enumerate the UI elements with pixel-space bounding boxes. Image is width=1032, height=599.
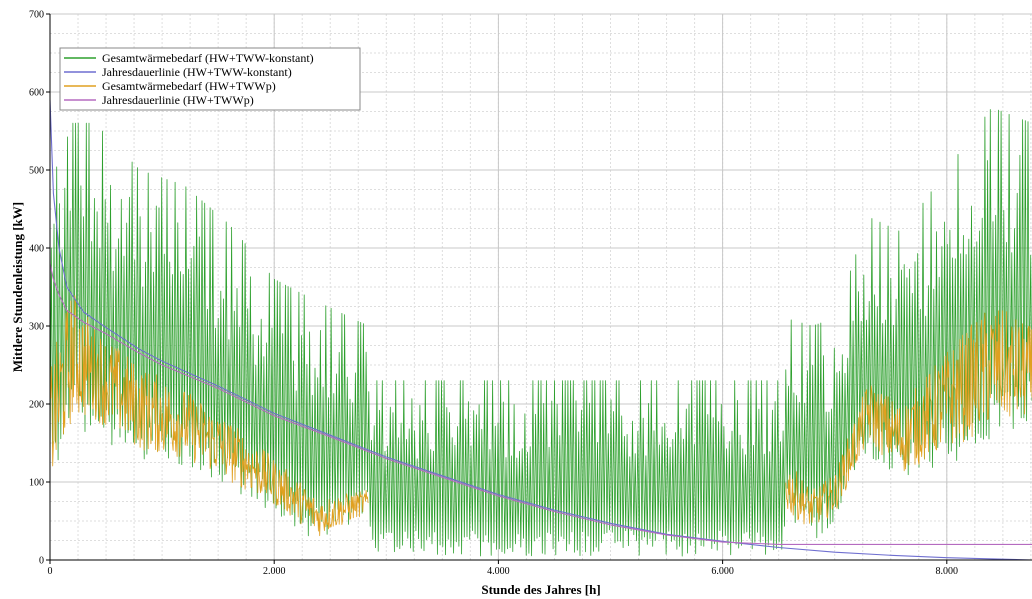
legend-label: Jahresdauerlinie (HW+TWWp) (102, 93, 254, 107)
legend-entry: Jahresdauerlinie (HW+TWW-konstant) (64, 65, 292, 79)
legend-entry: Jahresdauerlinie (HW+TWWp) (64, 93, 254, 107)
y-tick-label: 0 (39, 556, 44, 567)
x-axis-title: Stunde des Jahres [h] (481, 582, 600, 597)
legend-label: Gesamtwärmebedarf (HW+TWW-konstant) (102, 51, 314, 65)
series-layer (49, 99, 1032, 561)
legend-entries: Gesamtwärmebedarf (HW+TWW-konstant)Jahre… (64, 51, 314, 107)
y-tick-label: 600 (29, 88, 44, 99)
y-tick-label: 200 (29, 400, 44, 411)
series-line-2 (49, 99, 1032, 561)
x-tick-label: 2.000 (263, 566, 286, 577)
legend: Gesamtwärmebedarf (HW+TWW-konstant)Jahre… (59, 47, 361, 111)
x-tick-label: 0 (48, 566, 53, 577)
y-tick-label: 500 (29, 166, 44, 177)
x-tick-labels: 0 2.000 4.000 6.000 8.000 (48, 566, 959, 577)
axes (46, 13, 1032, 564)
series-line-3 (49, 295, 1032, 537)
y-tick-label: 100 (29, 478, 44, 489)
y-tick-labels: 0 100 200 300 400 500 600 700 (29, 10, 44, 567)
y-tick-label: 700 (29, 10, 44, 21)
x-tick-label: 6.000 (711, 566, 734, 577)
legend-label: Jahresdauerlinie (HW+TWW-konstant) (102, 65, 292, 79)
legend-entry: Gesamtwärmebedarf (HW+TWW-konstant) (64, 51, 314, 65)
x-tick-label: 4.000 (487, 566, 510, 577)
x-tick-label: 8.000 (936, 566, 959, 577)
legend-entry: Gesamtwärmebedarf (HW+TWWp) (64, 79, 276, 93)
legend-label: Gesamtwärmebedarf (HW+TWWp) (102, 79, 276, 93)
y-tick-label: 400 (29, 244, 44, 255)
legend-box (59, 47, 361, 111)
y-axis-title: Mittlere Stundenleistung [kW] (10, 202, 25, 372)
series-line-1 (49, 109, 1032, 557)
series-line-4 (49, 263, 1032, 545)
y-tick-label: 300 (29, 322, 44, 333)
